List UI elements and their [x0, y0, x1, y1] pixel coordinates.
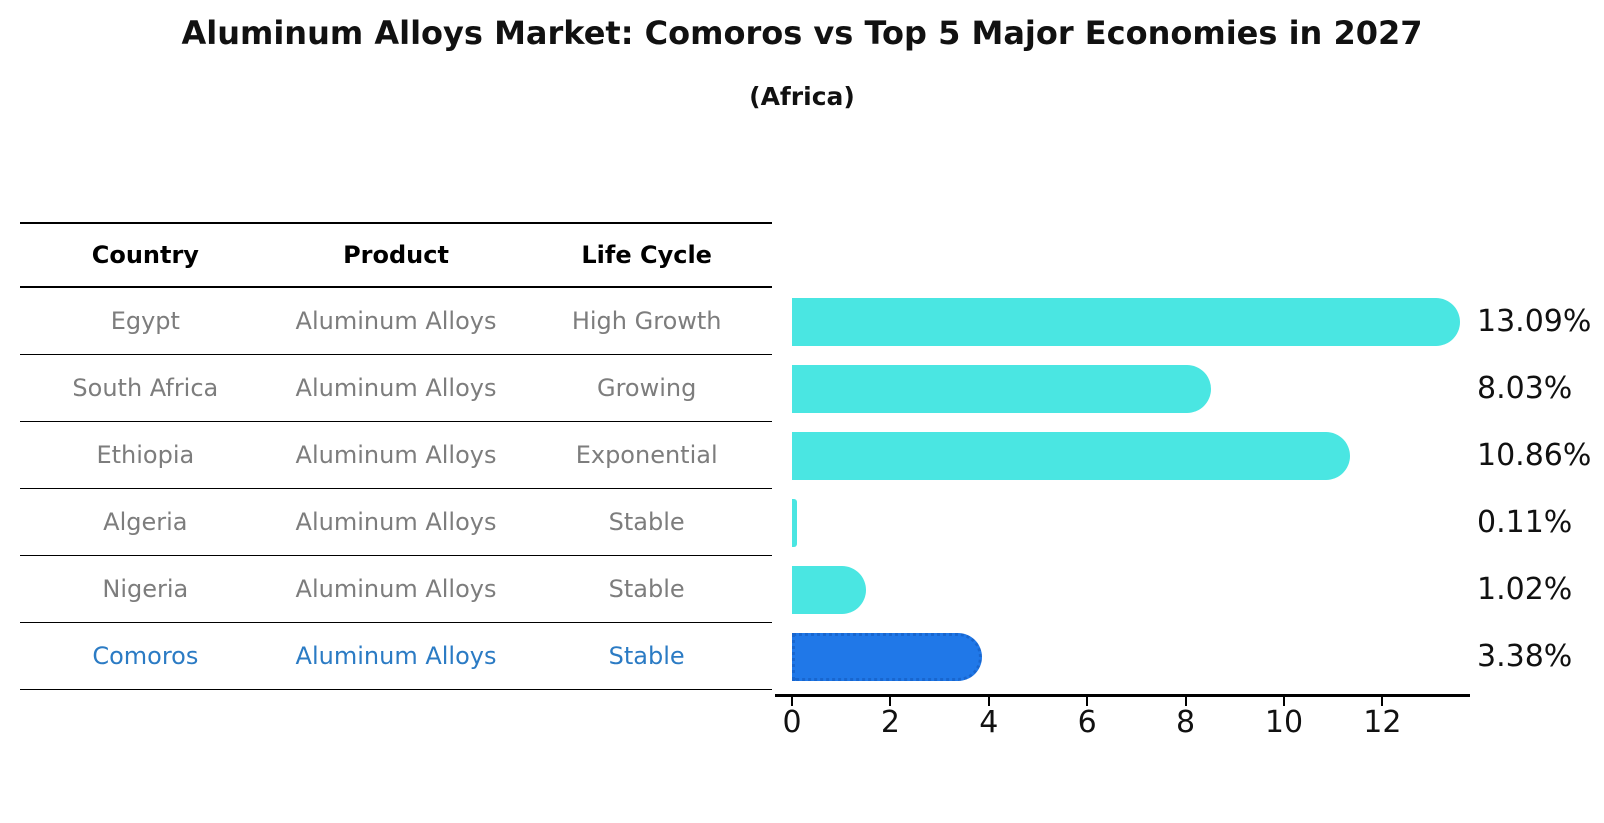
bar-nigeria: [792, 565, 866, 614]
cell-life-cycle: Exponential: [575, 441, 718, 469]
table-row: Ethiopia Aluminum Alloys Exponential: [20, 422, 772, 489]
bar-egypt: [792, 297, 1460, 346]
x-axis-tick-label: 8: [1176, 705, 1196, 740]
cell-product: Aluminum Alloys: [295, 508, 497, 536]
cell-country: Algeria: [103, 508, 188, 536]
column-header-product: Product: [343, 241, 449, 269]
cell-product: Aluminum Alloys: [295, 374, 497, 402]
cell-country: Nigeria: [102, 575, 189, 603]
cell-life-cycle: Stable: [608, 642, 685, 670]
x-axis-tick: [1381, 697, 1384, 706]
cell-life-cycle: Stable: [608, 508, 685, 536]
value-label-nigeria: 1.02%: [1477, 571, 1573, 607]
cell-product: Aluminum Alloys: [295, 575, 497, 603]
x-axis-tick: [987, 697, 990, 706]
x-axis-tick-label: 10: [1264, 705, 1304, 740]
table-row-comoros: Comoros Aluminum Alloys Stable: [20, 623, 772, 690]
table-row: Nigeria Aluminum Alloys Stable: [20, 556, 772, 623]
x-axis-tick-label: 2: [880, 705, 900, 740]
cell-country: Egypt: [110, 307, 180, 335]
x-axis-tick: [889, 697, 892, 706]
x-axis-tick: [1086, 697, 1089, 706]
value-label-ethiopia: 10.86%: [1477, 437, 1592, 473]
table-row: South Africa Aluminum Alloys Growing: [20, 355, 772, 422]
cell-life-cycle: High Growth: [571, 307, 722, 335]
bar-comoros: [792, 632, 982, 681]
bar-ethiopia: [792, 431, 1350, 480]
cell-product: Aluminum Alloys: [295, 642, 497, 670]
value-label-algeria: 0.11%: [1477, 504, 1573, 540]
cell-product: Aluminum Alloys: [295, 307, 497, 335]
value-label-egypt: 13.09%: [1477, 303, 1592, 339]
cell-country: Comoros: [92, 642, 199, 670]
cell-product: Aluminum Alloys: [295, 441, 497, 469]
value-label-comoros: 3.38%: [1477, 638, 1573, 674]
x-axis-tick-label: 6: [1077, 705, 1097, 740]
column-header-life-cycle: Life Cycle: [581, 241, 712, 269]
x-axis-line: [775, 694, 1470, 697]
page-title: Aluminum Alloys Market: Comoros vs Top 5…: [181, 14, 1423, 52]
cell-life-cycle: Stable: [608, 575, 685, 603]
cell-life-cycle: Growing: [596, 374, 697, 402]
table-row: Egypt Aluminum Alloys High Growth: [20, 288, 772, 355]
cell-country: Ethiopia: [96, 441, 195, 469]
x-axis-tick-label: 12: [1363, 705, 1402, 740]
bar-south-africa: [792, 364, 1211, 413]
table-header-row: Country Product Life Cycle: [20, 222, 772, 288]
bar-algeria: [792, 498, 797, 547]
x-axis-tick: [1184, 697, 1187, 706]
x-axis-tick-label: 0: [782, 705, 802, 740]
column-header-country: Country: [91, 241, 199, 269]
x-axis-tick-label: 4: [979, 705, 999, 740]
x-axis-tick: [1283, 697, 1285, 706]
value-label-south-africa: 8.03%: [1477, 370, 1573, 406]
x-axis-tick: [791, 697, 793, 706]
cell-country: South Africa: [72, 374, 219, 402]
page-subtitle: (Africa): [749, 82, 855, 111]
country-table: Country Product Life Cycle Egypt Aluminu…: [20, 222, 772, 690]
table-row: Algeria Aluminum Alloys Stable: [20, 489, 772, 556]
